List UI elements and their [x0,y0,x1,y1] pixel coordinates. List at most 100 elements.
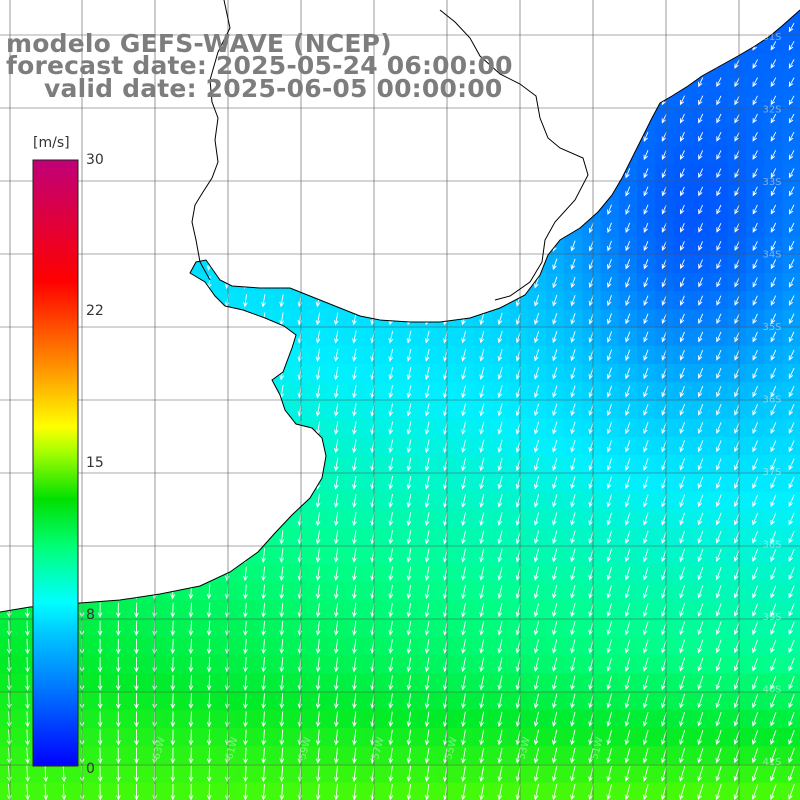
wind-arrow [261,421,266,436]
wind-arrow [297,276,303,290]
wind-arrow [770,585,777,599]
wind-arrow [697,530,704,544]
wind-arrow [497,258,503,271]
wind-speed-cell [91,236,110,256]
wind-arrow [770,277,777,288]
wind-arrow [479,548,485,563]
wind-speed-cell [91,109,110,128]
wind-arrow [624,458,631,471]
wind-arrow [624,566,631,581]
wind-arrow [261,3,266,16]
wind-arrow [261,620,266,636]
wind-arrow [770,59,777,69]
wind-arrow [606,512,613,526]
wind-speed-cell [127,0,147,19]
wind-arrow [716,40,722,51]
wind-arrow [261,348,266,363]
wind-arrow [788,295,795,306]
wind-arrow [97,366,103,381]
wind-speed-cell [491,273,511,292]
wind-arrow [206,366,212,381]
wind-arrow [24,221,30,235]
wind-arrow [170,765,176,783]
wind-arrow [406,657,412,673]
wind-arrow [388,494,394,508]
wind-arrow [261,439,266,454]
wind-arrow [170,348,175,363]
wind-speed-cell [18,91,37,110]
wind-arrow [152,348,157,363]
wind-arrow [734,40,740,51]
wind-arrow [224,312,230,326]
wind-speed-cell [91,382,110,401]
wind-speed-cell [163,200,183,219]
wind-arrow [297,167,303,180]
wind-arrow [424,475,430,490]
wind-arrow [315,130,321,143]
wind-arrow [497,729,503,746]
wind-arrow [6,602,12,618]
wind-arrow [788,41,795,51]
wind-arrow [534,76,540,88]
wind-arrow [115,548,121,564]
wind-arrow [697,748,704,764]
wind-arrow [461,765,466,783]
wind-arrow [788,730,795,745]
wind-arrow [752,77,758,88]
wind-arrow [170,384,175,399]
wind-arrow [715,494,722,508]
wind-arrow [352,149,357,162]
wind-arrow [770,621,777,636]
colorbar-tick-8: 8 [86,607,95,623]
wind-arrow [643,77,649,88]
wind-speed-cell [546,91,565,110]
wind-arrow [734,259,740,270]
wind-arrow [297,239,303,253]
wind-arrow [461,385,467,399]
wind-speed-cell [655,0,674,19]
wind-arrow [388,385,394,399]
wind-arrow [788,476,795,489]
wind-speed-cell [163,473,183,492]
wind-speed-cell [236,127,256,147]
wind-arrow [752,222,758,233]
wind-speed-cell [436,127,456,147]
wind-arrow [6,493,12,509]
wind-speed-cell [436,218,456,238]
wind-arrow [734,22,740,33]
wind-speed-cell [455,236,474,256]
wind-speed-cell [418,200,438,219]
wind-speed-cell [109,327,128,347]
wind-speed-cell [0,509,19,529]
wind-arrow [152,384,157,399]
wind-arrow [734,512,740,526]
wind-arrow [224,548,230,563]
wind-arrow [697,585,704,599]
wind-arrow [715,567,722,581]
wind-arrow [115,439,121,454]
wind-speed-cell [600,54,620,74]
wind-arrow [715,512,722,526]
wind-arrow [733,711,740,727]
wind-arrow [25,729,30,746]
wind-arrow [24,475,30,491]
wind-arrow [424,602,430,618]
wind-arrow [243,729,248,746]
wind-speed-cell [0,327,19,347]
wind-arrow [697,349,704,361]
wind-speed-cell [273,327,292,347]
wind-arrow [661,150,667,161]
wind-speed-cell [109,564,128,583]
wind-speed-cell [254,163,274,183]
wind-arrow [170,457,175,472]
wind-arrow [206,493,212,509]
wind-speed-cell [418,254,438,274]
wind-arrow [115,566,121,582]
wind-arrow [661,385,667,398]
wind-arrow [224,493,230,509]
wind-arrow [552,403,558,417]
wind-arrow [606,584,613,599]
wind-arrow [188,530,194,545]
wind-speed-cell [109,400,128,420]
wind-arrow [261,257,266,271]
